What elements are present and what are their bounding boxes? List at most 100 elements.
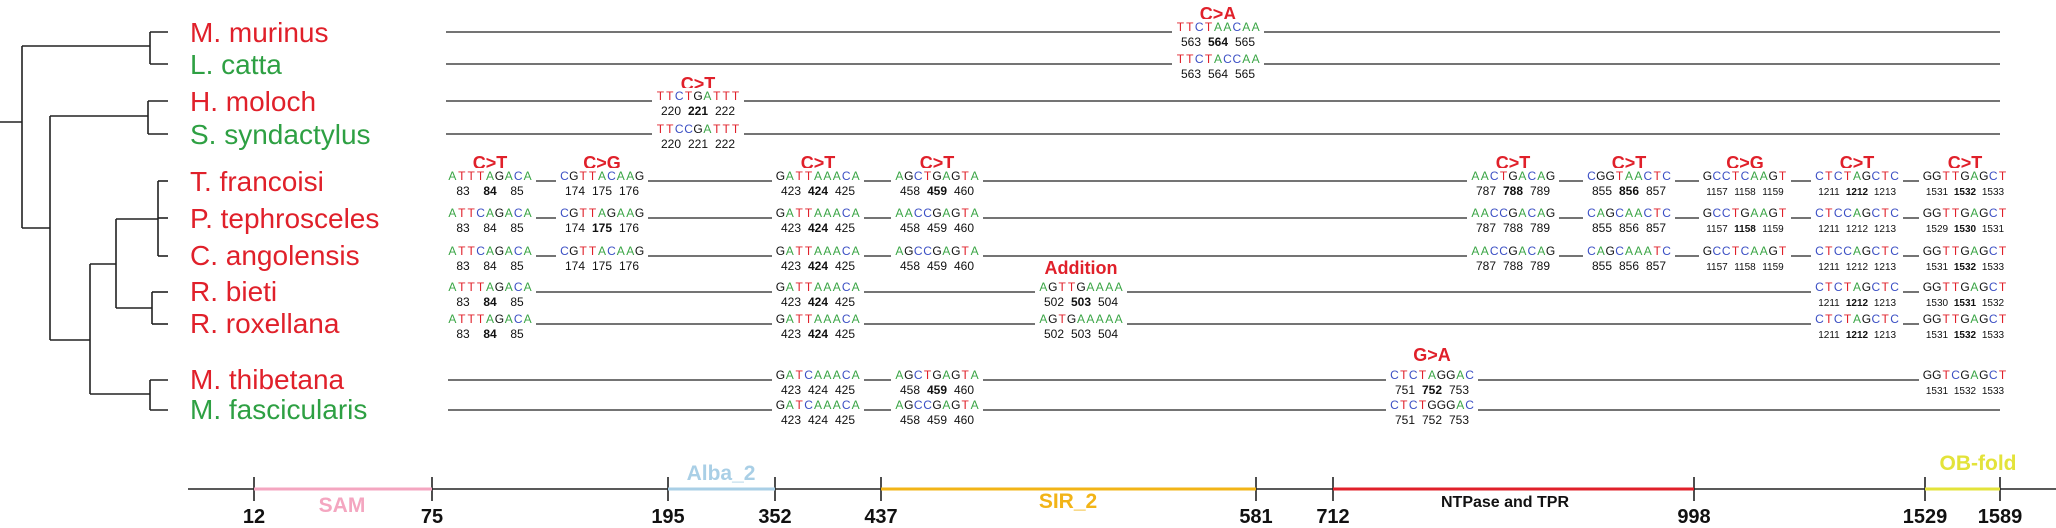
- base-letter: A: [486, 244, 494, 258]
- species-label: R. roxellana: [190, 308, 340, 339]
- base-letter: G: [1923, 368, 1932, 382]
- position-number: 83: [456, 259, 470, 273]
- base-letter: A: [1760, 244, 1768, 258]
- snippet-background: [1699, 205, 1791, 233]
- base-letter: T: [1999, 368, 2007, 382]
- position-number: 174: [565, 259, 585, 273]
- base-letter: G: [1596, 169, 1605, 183]
- base-letter: G: [776, 312, 785, 326]
- base-letter: C: [607, 244, 616, 258]
- base-letter: G: [1048, 280, 1057, 294]
- base-letter: T: [1500, 169, 1508, 183]
- base-letter: T: [1400, 368, 1408, 382]
- position-number: 1158: [1734, 224, 1756, 235]
- base-letter: A: [1096, 312, 1104, 326]
- position-number: 1212: [1846, 262, 1869, 273]
- base-letter: T: [1952, 244, 1960, 258]
- position-number: 1530: [1954, 224, 1977, 235]
- axis-tick-label: 998: [1677, 506, 1710, 528]
- base-letter: T: [723, 89, 731, 103]
- base-letter: C: [675, 89, 684, 103]
- base-letter: A: [448, 244, 456, 258]
- base-letter: A: [1252, 20, 1260, 34]
- position-number: 425: [835, 184, 855, 198]
- base-letter: C: [914, 169, 923, 183]
- base-letter: C: [514, 312, 523, 326]
- snippet-background: [1919, 367, 2011, 395]
- base-letter: G: [951, 206, 960, 220]
- position-number: 425: [835, 327, 855, 341]
- base-letter: A: [971, 206, 979, 220]
- base-letter: A: [814, 206, 822, 220]
- position-number: 424: [808, 221, 828, 235]
- base-letter: G: [1437, 398, 1446, 412]
- position-number: 423: [781, 383, 801, 397]
- base-letter: A: [1518, 169, 1526, 183]
- base-letter: G: [1703, 206, 1712, 220]
- base-letter: A: [1456, 398, 1464, 412]
- base-letter: G: [1446, 398, 1455, 412]
- base-letter: T: [1059, 280, 1067, 294]
- snippet-background: [1811, 205, 1903, 233]
- base-letter: A: [1970, 244, 1978, 258]
- base-letter: C: [1409, 398, 1418, 412]
- position-number: 84: [483, 221, 497, 235]
- position-number: 459: [927, 259, 947, 273]
- position-number: 458: [900, 413, 920, 427]
- base-letter: T: [1825, 169, 1833, 183]
- base-letter: T: [1825, 312, 1833, 326]
- base-letter: T: [1882, 244, 1890, 258]
- base-letter: T: [796, 244, 804, 258]
- base-letter: C: [914, 206, 923, 220]
- position-number: 460: [954, 184, 974, 198]
- base-letter: A: [448, 312, 456, 326]
- position-number: 1213: [1874, 262, 1897, 273]
- base-letter: T: [732, 89, 740, 103]
- snippet-background: [1035, 279, 1127, 307]
- base-letter: T: [962, 368, 970, 382]
- base-letter: C: [1815, 206, 1824, 220]
- base-letter: C: [1815, 280, 1824, 294]
- base-letter: C: [560, 244, 569, 258]
- axis-tick-label: 581: [1239, 506, 1272, 528]
- position-number: 565: [1235, 35, 1255, 49]
- position-number: 788: [1503, 184, 1523, 198]
- position-number: 1212: [1846, 330, 1869, 341]
- domain-label: SAM: [319, 494, 366, 517]
- base-letter: T: [1177, 20, 1185, 34]
- base-letter: T: [666, 122, 674, 136]
- position-number: 459: [927, 413, 947, 427]
- snippet-background: [772, 397, 864, 425]
- base-letter: T: [962, 244, 970, 258]
- base-letter: G: [1862, 280, 1871, 294]
- base-letter: A: [1456, 368, 1464, 382]
- base-letter: C: [1871, 244, 1880, 258]
- base-letter: A: [1625, 244, 1633, 258]
- position-number: 85: [510, 184, 524, 198]
- base-letter: T: [1825, 244, 1833, 258]
- position-number: 787: [1476, 259, 1496, 273]
- base-letter: A: [1077, 312, 1085, 326]
- base-letter: C: [1587, 244, 1596, 258]
- position-number: 1533: [1982, 187, 2005, 198]
- base-letter: C: [476, 244, 485, 258]
- base-letter: A: [1970, 280, 1978, 294]
- position-number: 787: [1476, 184, 1496, 198]
- base-letter: T: [666, 89, 674, 103]
- base-letter: C: [1195, 52, 1204, 66]
- domain-label: SIR_2: [1039, 490, 1097, 513]
- base-letter: A: [814, 244, 822, 258]
- position-number: 83: [456, 221, 470, 235]
- position-number: 1532: [1954, 262, 1977, 273]
- base-letter: A: [1537, 169, 1545, 183]
- base-letter: A: [505, 244, 513, 258]
- base-letter: A: [786, 206, 794, 220]
- base-letter: C: [1643, 169, 1652, 183]
- base-letter: T: [1943, 169, 1951, 183]
- species-label: C. angolensis: [190, 240, 360, 271]
- base-letter: A: [1853, 206, 1861, 220]
